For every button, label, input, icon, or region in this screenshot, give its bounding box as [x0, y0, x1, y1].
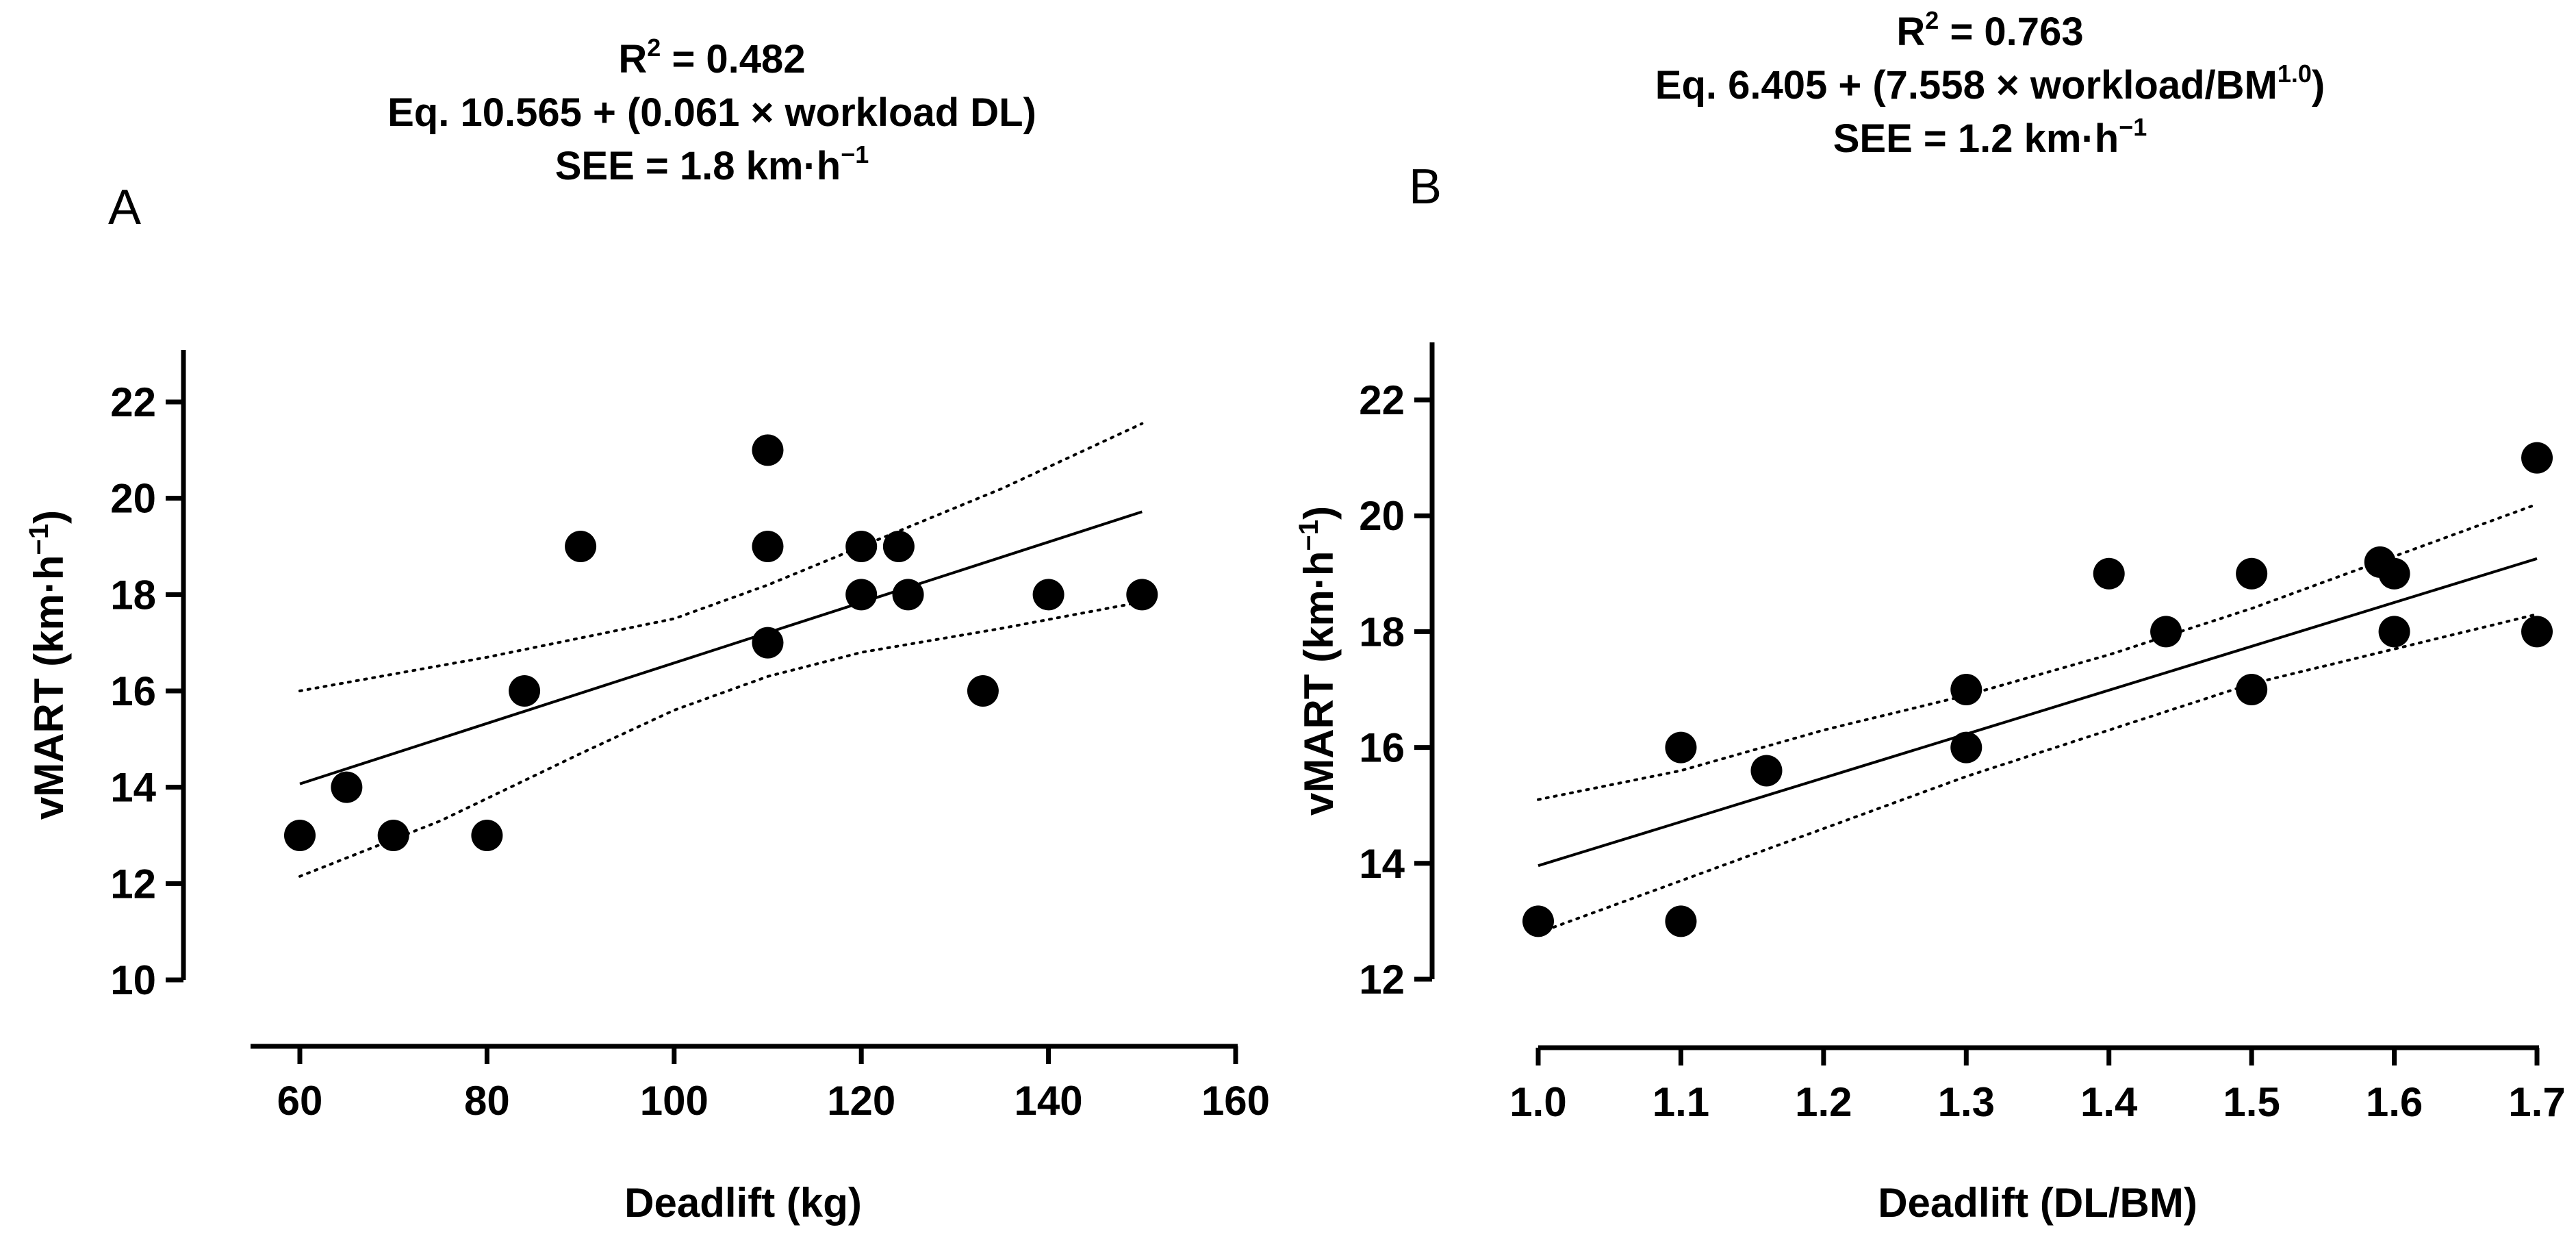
data-point: [967, 675, 999, 707]
x-tick-label: 1.2: [1795, 1079, 1852, 1125]
x-axis-label: Deadlift (DL/BM): [1878, 1180, 2197, 1226]
y-tick-label: 10: [110, 957, 156, 1003]
x-tick-label: 100: [640, 1078, 709, 1124]
data-point: [1522, 905, 1554, 937]
panel-b-letter: B: [1409, 160, 1442, 214]
y-tick-label: 12: [1359, 957, 1405, 1002]
y-tick-label: 22: [110, 379, 156, 425]
data-point: [2236, 674, 2268, 705]
data-point: [2378, 557, 2410, 590]
data-point: [845, 531, 878, 562]
x-tick-label: 1.5: [2223, 1079, 2280, 1125]
data-point: [509, 675, 541, 707]
y-tick-label: 18: [1359, 609, 1405, 655]
ci-lower-line: [1537, 613, 2538, 935]
panel-a-stats: R2 = 0.482 Eq. 10.565 + (0.061 × workloa…: [199, 33, 1225, 193]
data-point: [1126, 579, 1158, 611]
x-tick-label: 1.0: [1509, 1079, 1566, 1125]
data-point: [2150, 616, 2182, 648]
y-tick-label: 22: [1359, 377, 1405, 423]
data-point: [2521, 616, 2553, 648]
panel-a-see: SEE = 1.8 km·h−1: [554, 140, 869, 188]
data-point: [1950, 674, 1982, 705]
data-point: [2378, 616, 2410, 648]
y-tick-label: 16: [110, 668, 156, 714]
y-axis-label: vMART (km·h−1): [1294, 506, 1342, 816]
panel-a-letter: A: [108, 180, 142, 235]
x-tick-label: 1.1: [1653, 1079, 1709, 1125]
y-tick-label: 14: [1359, 841, 1405, 887]
ci-lower-line: [298, 600, 1144, 878]
y-tick-label: 18: [110, 572, 156, 618]
data-point: [752, 627, 784, 659]
x-tick-label: 1.3: [1938, 1079, 1995, 1125]
data-point: [1665, 905, 1697, 937]
panel-a-r2: R2 = 0.482: [618, 33, 806, 81]
data-point: [377, 820, 409, 851]
x-tick-label: 120: [827, 1078, 895, 1124]
panel-b-stats: R2 = 0.763 Eq. 6.405 + (7.558 × workload…: [1477, 5, 2503, 166]
y-tick-label: 16: [1359, 725, 1405, 771]
data-point: [752, 434, 784, 466]
data-point: [2521, 442, 2553, 474]
chart-a: 10 12 14 16 18 20 22 60 80 100 120 140 160 Deadlift (…: [24, 350, 1270, 1226]
y-tick-label: 12: [110, 861, 156, 907]
y-tick-label: 14: [110, 765, 156, 811]
data-point: [892, 579, 924, 611]
data-point: [1950, 731, 1982, 764]
panel-b-equation: Eq. 6.405 + (7.558 × workload/BM1.0): [1655, 59, 2325, 108]
data-point: [1665, 731, 1697, 764]
panel-b-r2: R2 = 0.763: [1896, 5, 2084, 54]
data-point: [845, 579, 878, 611]
data-point: [2093, 557, 2125, 590]
x-tick-label: 1.4: [2080, 1079, 2138, 1125]
regression-line: [1538, 557, 2538, 868]
data-point: [471, 820, 503, 851]
chart-b: 12 14 16 18 20 22 1.0 1.1 1.2 1.3 1.4 1.5 1.6 1.7 Dead…: [1294, 342, 2566, 1226]
data-point: [2236, 557, 2268, 590]
y-tick-label: 20: [1359, 493, 1405, 539]
ci-upper-line: [298, 422, 1144, 692]
panel-b-see: SEE = 1.2 km·h−1: [1833, 112, 2147, 161]
data-point: [331, 771, 363, 803]
y-tick-label: 20: [110, 476, 156, 522]
panel-a-equation: Eq. 10.565 + (0.061 × workload DL): [387, 90, 1036, 135]
x-tick-label: 160: [1201, 1078, 1270, 1124]
data-point: [565, 531, 597, 562]
x-axis-label: Deadlift (kg): [624, 1180, 862, 1226]
data-point: [752, 531, 784, 562]
data-point: [882, 531, 915, 562]
data-point: [284, 820, 316, 851]
regression-line: [299, 510, 1143, 785]
x-tick-label: 140: [1015, 1078, 1083, 1124]
data-point: [1750, 755, 1783, 787]
data-point: [1032, 579, 1064, 611]
x-tick-label: 80: [464, 1078, 510, 1124]
x-tick-label: 1.7: [2508, 1079, 2565, 1125]
y-axis-label: vMART (km·h−1): [24, 510, 72, 820]
x-tick-label: 1.6: [2366, 1079, 2423, 1125]
x-tick-label: 60: [277, 1078, 323, 1124]
